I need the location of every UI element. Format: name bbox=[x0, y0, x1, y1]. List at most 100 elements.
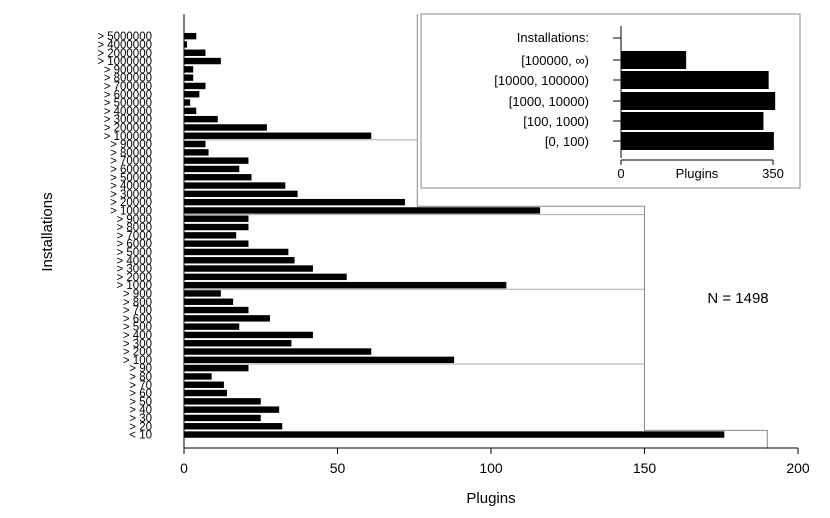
y-tick-label: > 9000 bbox=[117, 214, 153, 226]
bar bbox=[184, 182, 286, 189]
bar bbox=[184, 373, 212, 380]
y-tick-label: > 500 bbox=[123, 322, 152, 334]
bar bbox=[184, 165, 240, 173]
main-plot: > 5000000> 4000000> 2000000> 1000000> 90… bbox=[39, 14, 810, 507]
bar bbox=[184, 91, 200, 98]
y-tick-label: > 900000 bbox=[104, 64, 152, 76]
bar bbox=[184, 49, 206, 56]
inset-bar bbox=[621, 132, 774, 150]
bar bbox=[184, 232, 237, 239]
y-tick-label: > 10000 bbox=[110, 205, 152, 217]
y-tick-label: > 80000 bbox=[110, 147, 152, 159]
inset-x-tick-label: 0 bbox=[617, 166, 624, 181]
y-tick-label: > 60 bbox=[129, 388, 152, 400]
y-tick-label: > 800000 bbox=[104, 73, 152, 85]
y-tick-label: > 1000000 bbox=[97, 56, 152, 68]
bar bbox=[184, 290, 221, 297]
y-tick-label: > 30000 bbox=[110, 189, 152, 201]
inset-bar bbox=[621, 92, 776, 110]
bar bbox=[184, 414, 261, 422]
bar bbox=[184, 348, 372, 355]
inset-y-tick-label: [100000, ∞) bbox=[521, 53, 589, 68]
y-tick-label: > 400 bbox=[123, 330, 152, 342]
y-tick-label: > 2000 bbox=[117, 272, 153, 284]
bar bbox=[184, 174, 252, 181]
inset-plot: Installations: [100000, ∞) [10000, 100000)… bbox=[420, 13, 801, 189]
bar bbox=[184, 331, 313, 339]
inset-x-tick-label: 350 bbox=[762, 166, 784, 181]
y-tick-label: > 300000 bbox=[104, 114, 152, 126]
inset-title: Installations: bbox=[517, 30, 589, 45]
y-tick-label: > 40000 bbox=[110, 181, 152, 193]
bar bbox=[184, 248, 289, 256]
y-tick-label: > 400000 bbox=[104, 106, 152, 118]
bar bbox=[184, 306, 249, 314]
inset-bar bbox=[621, 112, 764, 130]
y-tick-label: > 20000 bbox=[110, 197, 152, 209]
y-tick-label: > 40 bbox=[129, 405, 152, 417]
y-tick-label: > 100000 bbox=[104, 131, 152, 143]
bar bbox=[184, 157, 249, 164]
y-tick-label: > 50000 bbox=[110, 172, 152, 184]
y-tick-label: > 70 bbox=[129, 380, 152, 392]
bar bbox=[184, 190, 298, 198]
bar bbox=[184, 115, 218, 123]
bar bbox=[184, 273, 347, 281]
inset-y-tick-label: [0, 100) bbox=[545, 134, 589, 149]
bar bbox=[184, 124, 267, 131]
y-tick-label: > 900 bbox=[123, 288, 152, 300]
inset-bar bbox=[621, 51, 687, 69]
bar bbox=[184, 99, 191, 106]
y-tick-label: > 4000000 bbox=[97, 39, 152, 51]
y-tick-label: > 50 bbox=[129, 396, 152, 408]
inset-bar bbox=[621, 71, 769, 89]
y-axis-title: Installations bbox=[39, 192, 56, 271]
bar bbox=[184, 32, 197, 40]
y-tick-label: > 200 bbox=[123, 347, 152, 359]
x-tick-label: 100 bbox=[479, 460, 503, 476]
x-tick-label: 50 bbox=[330, 460, 346, 476]
bar bbox=[184, 198, 406, 206]
annotation-label: N = 1498 bbox=[707, 290, 768, 307]
y-tick-label: > 70000 bbox=[110, 156, 152, 168]
bar bbox=[184, 41, 188, 48]
bar bbox=[184, 207, 541, 214]
bar bbox=[184, 364, 249, 372]
bar bbox=[184, 423, 283, 430]
y-tick-label: > 2000000 bbox=[97, 48, 152, 60]
y-tick-label: > 90000 bbox=[110, 139, 152, 151]
bar bbox=[184, 406, 280, 413]
y-tick-label: > 200000 bbox=[104, 122, 152, 134]
inset-y-tick-label: [10000, 100000) bbox=[494, 73, 589, 88]
y-tick-label: > 600000 bbox=[104, 89, 152, 101]
y-tick-label: > 800 bbox=[123, 297, 152, 309]
bar bbox=[184, 66, 194, 73]
bar bbox=[184, 356, 455, 364]
bar bbox=[184, 132, 372, 139]
bar bbox=[184, 74, 194, 81]
y-tick-label: > 600 bbox=[123, 313, 152, 325]
y-tick-label: > 4000 bbox=[117, 255, 153, 267]
bar bbox=[184, 323, 240, 330]
inset-y-tick-label: [100, 1000) bbox=[523, 114, 589, 129]
x-axis-title: Plugins bbox=[466, 490, 515, 507]
inset-y-tick-label: [1000, 10000) bbox=[509, 94, 589, 109]
y-tick-label: > 20 bbox=[129, 421, 152, 433]
bar bbox=[184, 57, 221, 65]
bar bbox=[184, 257, 295, 264]
bar bbox=[184, 431, 725, 438]
bar bbox=[184, 140, 206, 148]
x-tick-label: 200 bbox=[786, 460, 810, 476]
y-tick-label: > 6000 bbox=[117, 239, 153, 251]
bar bbox=[184, 223, 249, 231]
bar bbox=[184, 315, 270, 322]
y-tick-label: > 5000000 bbox=[97, 31, 152, 43]
bar bbox=[184, 149, 209, 156]
inset-x-axis-title: Plugins bbox=[676, 166, 719, 181]
y-tick-label: > 7000 bbox=[117, 230, 153, 242]
y-tick-label: > 300 bbox=[123, 338, 152, 350]
y-tick-label: > 500000 bbox=[104, 98, 152, 110]
bar bbox=[184, 240, 249, 247]
bar bbox=[184, 82, 206, 90]
